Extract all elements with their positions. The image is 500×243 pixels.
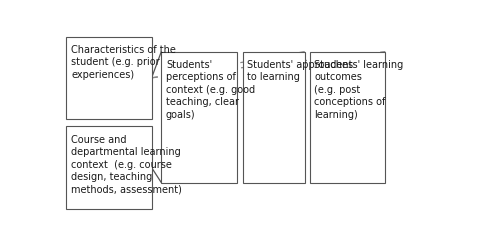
FancyBboxPatch shape xyxy=(66,126,152,209)
Text: Course and
departmental learning
context  (e.g. course
design, teaching
methods,: Course and departmental learning context… xyxy=(71,135,182,194)
FancyBboxPatch shape xyxy=(162,52,237,182)
Text: Students' learning
outcomes
(e.g. post
conceptions of
learning): Students' learning outcomes (e.g. post c… xyxy=(314,60,404,120)
Text: Students'
perceptions of
context (e.g. good
teaching, clear
goals): Students' perceptions of context (e.g. g… xyxy=(166,60,255,120)
Text: Students' approaches
to learning: Students' approaches to learning xyxy=(248,60,354,82)
FancyBboxPatch shape xyxy=(242,52,304,182)
FancyBboxPatch shape xyxy=(310,52,386,182)
FancyBboxPatch shape xyxy=(66,37,152,119)
Text: Characteristics of the
student (e.g. prior
experiences): Characteristics of the student (e.g. pri… xyxy=(71,45,176,80)
